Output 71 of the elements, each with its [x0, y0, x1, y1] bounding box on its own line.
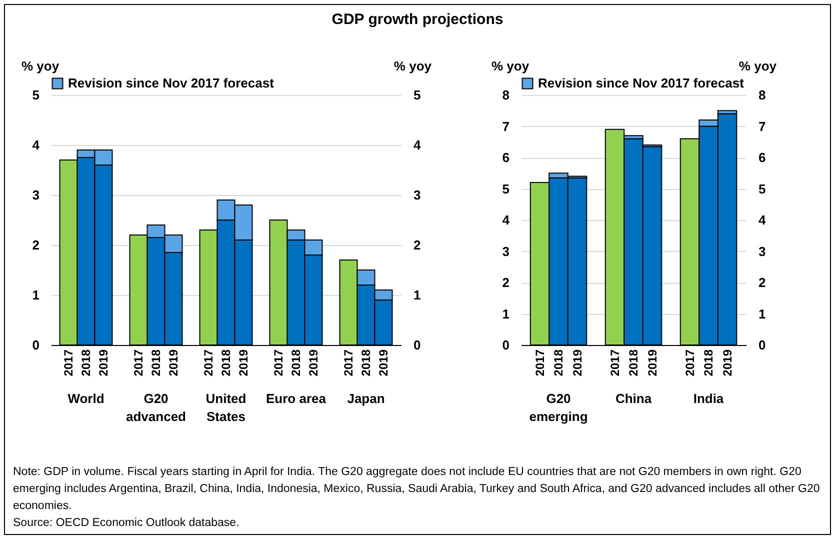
- x-tick-label: 2019: [570, 349, 584, 376]
- x-tick-label: 2017: [202, 349, 216, 376]
- y2-axis-title: % yoy: [394, 58, 432, 74]
- y2-tick-label: 0: [414, 338, 421, 352]
- x-tick-label: 2017: [608, 349, 622, 376]
- y2-tick-label: 6: [758, 150, 766, 165]
- text: India: [693, 391, 724, 406]
- text: China: [615, 391, 652, 406]
- text: G20 emerging: [529, 391, 588, 424]
- y2-tick-label: 5: [758, 181, 766, 196]
- y-tick-label: 7: [502, 118, 510, 134]
- y-tick-label: 4: [32, 138, 40, 152]
- y2-tick-label: 2: [414, 238, 421, 252]
- y-axis-title: % yoy: [492, 58, 530, 74]
- x-tick-label: 2018: [702, 349, 716, 376]
- x-tick-label: 2019: [645, 349, 660, 376]
- y2-tick-label: 8: [758, 88, 766, 102]
- x-tick-label: 2018: [149, 349, 163, 376]
- text: World: [68, 391, 104, 406]
- y-tick-label: 1: [502, 306, 510, 322]
- y2-tick-label: 0: [758, 338, 766, 352]
- x-tick-label: 2019: [96, 349, 110, 376]
- x-tick-label: 2018: [626, 349, 640, 376]
- text: Euro area: [266, 391, 327, 406]
- y-tick-label: 2: [502, 275, 510, 290]
- chart-title: GDP growth projections: [330, 10, 504, 30]
- y2-axis-title: % yoy: [738, 58, 778, 74]
- y-tick-label: 4: [502, 212, 510, 228]
- legend-label: Revision since Nov 2017 forecast: [538, 76, 745, 90]
- x-tick-label: 2018: [219, 349, 233, 376]
- y-tick-label: 1: [32, 288, 40, 302]
- text: United States: [206, 391, 246, 424]
- y-tick-label: 8: [502, 88, 510, 102]
- x-tick-label: 2018: [79, 349, 93, 376]
- x-tick-label: 2019: [720, 349, 734, 376]
- y2-tick-label: 1: [414, 288, 421, 302]
- text: Note: GDP in volume. Fiscal years starting in April for India. The G20 aggregate does not include EU countries that are not G20 members in own right. G20 emerging includes Argentina, Brazil, China, India, Indonesia, Mexico, Russia, Saudi Arabia, Turkey and South Africa, and G20 advanced includes all other G20 economies.: [13, 465, 821, 514]
- y-tick-label: 5: [502, 181, 510, 196]
- x-tick-label: 2017: [132, 349, 146, 376]
- x-tick-label: 2017: [62, 349, 76, 376]
- y2-tick-label: 5: [414, 88, 421, 102]
- x-tick-label: 2017: [532, 349, 547, 376]
- y-tick-label: 5: [32, 88, 40, 102]
- x-tick-label: 2019: [166, 349, 180, 376]
- source-note: Source: OECD Economic Outlook database.: [13, 516, 240, 531]
- y2-tick-label: 3: [414, 188, 421, 202]
- x-tick-label: 2017: [272, 349, 286, 376]
- x-tick-label: 2018: [552, 349, 566, 376]
- x-tick-label: 2018: [359, 349, 373, 376]
- y-tick-label: 3: [32, 188, 40, 202]
- x-tick-label: 2019: [236, 349, 250, 376]
- y2-tick-label: 7: [758, 118, 766, 134]
- x-tick-label: 2017: [342, 349, 356, 376]
- x-tick-label: 2019: [376, 349, 390, 376]
- y2-tick-label: 3: [758, 244, 766, 259]
- y2-tick-label: 1: [758, 306, 766, 322]
- y-tick-label: 2: [32, 238, 40, 252]
- legend-label: Revision since Nov 2017 forecast: [68, 76, 275, 90]
- y-tick-label: 0: [32, 338, 40, 352]
- x-tick-label: 2017: [682, 349, 697, 376]
- x-tick-label: 2018: [289, 349, 303, 376]
- y-tick-label: 6: [502, 150, 510, 165]
- y2-tick-label: 4: [414, 138, 422, 152]
- y-axis-title: % yoy: [22, 58, 60, 74]
- y-tick-label: 0: [502, 338, 510, 352]
- y2-tick-label: 2: [758, 275, 766, 290]
- y2-tick-label: 4: [758, 212, 766, 228]
- text: G20 advanced: [126, 391, 186, 424]
- x-tick-label: 2019: [306, 349, 320, 376]
- y-tick-label: 3: [502, 244, 510, 259]
- text: Japan: [347, 391, 385, 406]
